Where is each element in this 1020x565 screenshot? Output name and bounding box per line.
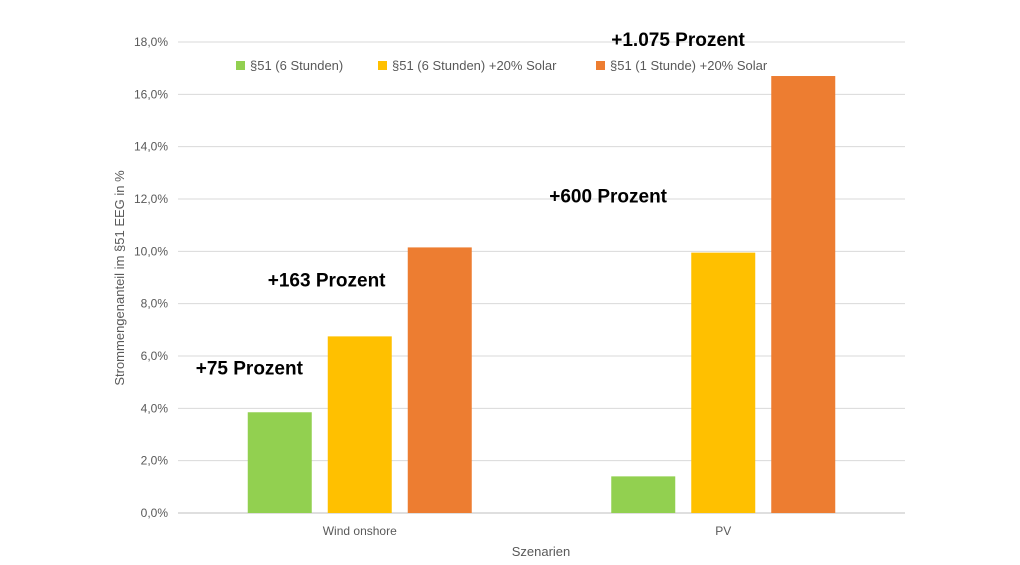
y-tick-label: 14,0% <box>134 140 168 154</box>
y-tick-label: 6,0% <box>141 349 169 363</box>
annotation-label: +600 Prozent <box>549 187 667 208</box>
annotation-label: +1.075 Prozent <box>611 30 745 51</box>
annotations: +75 Prozent +163 Prozent +600 Prozent +1.07… <box>196 30 746 379</box>
annotation-label: +163 Prozent <box>268 270 386 291</box>
bar <box>691 252 756 513</box>
y-tick-labels: 0,0% 2,0% 4,0% 6,0% 8,0% 10,0% 12,0% 14,0% 16,0%… <box>134 35 168 520</box>
annotation-label: +75 Prozent <box>196 358 304 379</box>
y-tick-label: 16,0% <box>134 87 168 101</box>
x-tick-label: PV <box>715 524 731 538</box>
x-axis-title: Szenarien <box>512 544 571 559</box>
legend-label: §51 (1 Stunde) +20% Solar <box>610 58 768 73</box>
bar <box>327 336 392 513</box>
y-tick-label: 8,0% <box>141 297 169 311</box>
legend-label: §51 (6 Stunden) <box>250 58 343 73</box>
y-tick-label: 10,0% <box>134 244 168 258</box>
legend-swatch <box>236 61 245 70</box>
y-tick-label: 4,0% <box>141 401 169 415</box>
y-tick-label: 2,0% <box>141 454 169 468</box>
bar <box>247 412 312 513</box>
legend-swatch <box>596 61 605 70</box>
bars <box>247 76 836 514</box>
legend: §51 (6 Stunden) §51 (6 Stunden) +20% Sola… <box>236 58 768 73</box>
bar <box>611 476 676 513</box>
x-tick-labels: Wind onshore PV <box>323 524 732 538</box>
y-tick-label: 12,0% <box>134 192 168 206</box>
y-tick-label: 0,0% <box>141 506 169 520</box>
legend-swatch <box>378 61 387 70</box>
y-tick-label: 18,0% <box>134 35 168 49</box>
y-axis-title: Strommengenanteil im §51 EEG in % <box>112 170 127 386</box>
legend-label: §51 (6 Stunden) +20% Solar <box>392 58 557 73</box>
bar <box>407 247 472 514</box>
x-tick-label: Wind onshore <box>323 524 397 538</box>
bar <box>771 76 836 514</box>
